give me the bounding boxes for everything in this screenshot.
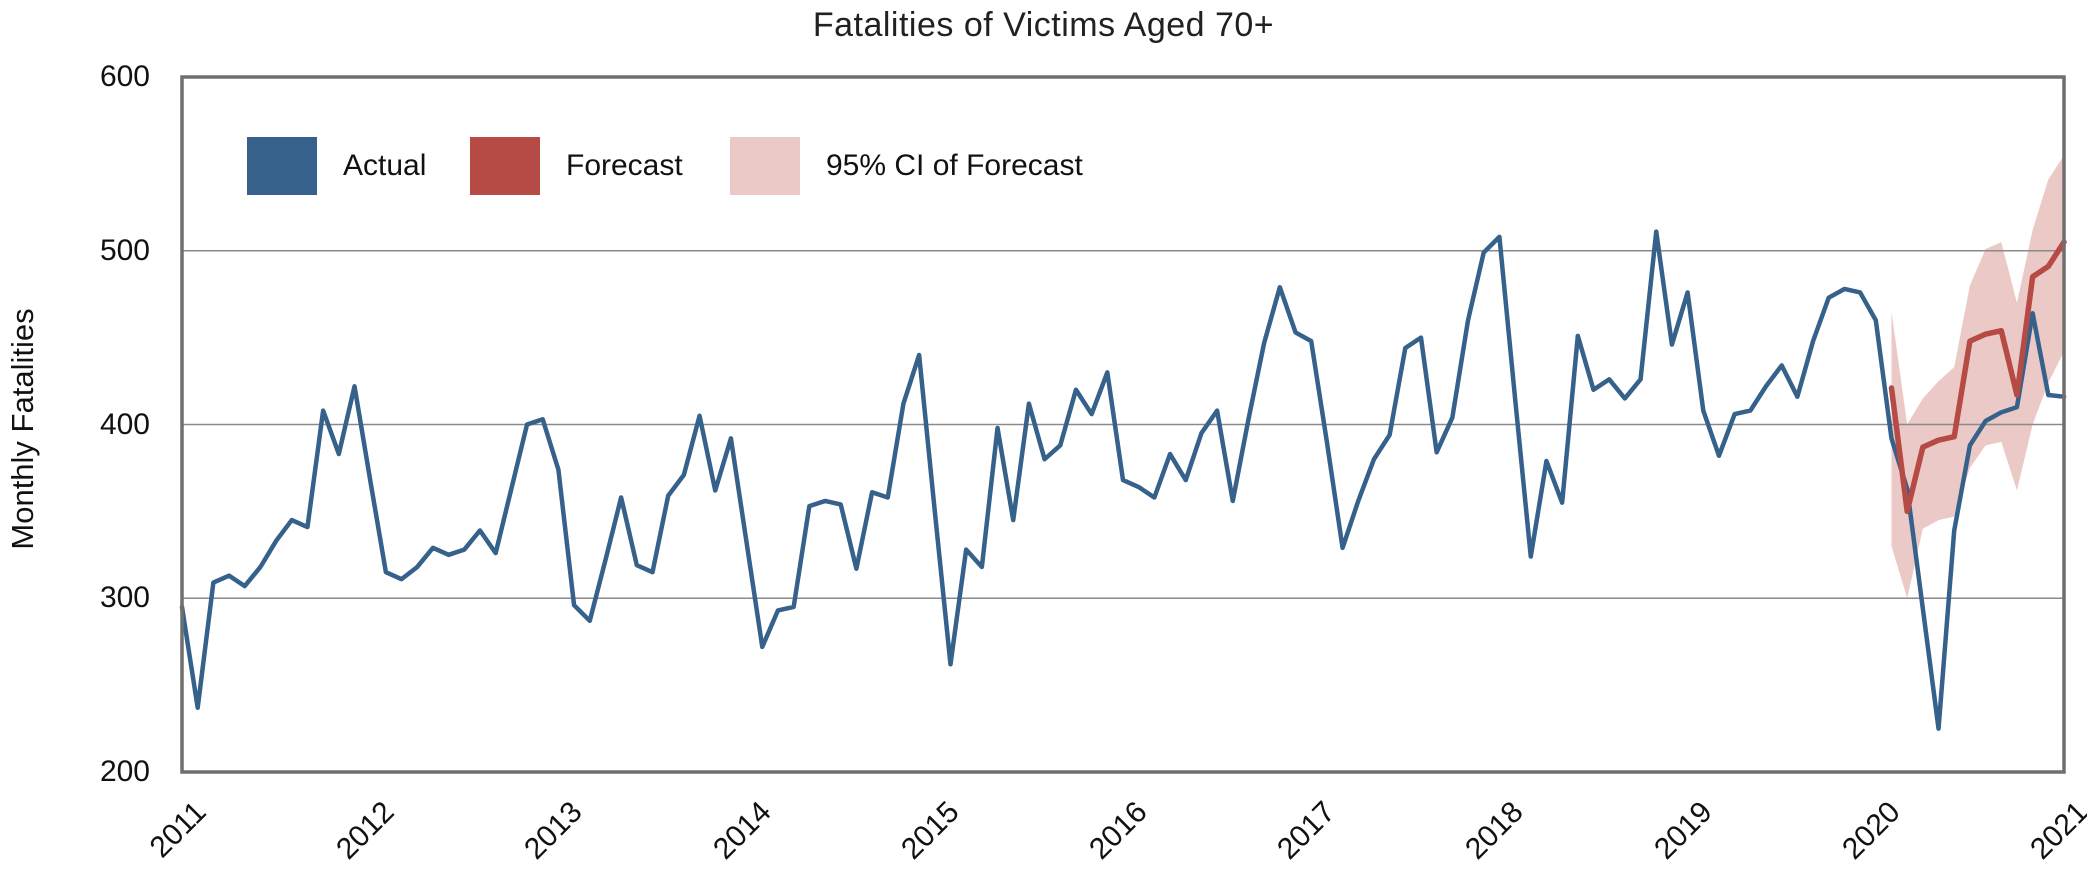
plot-frame [180,75,2066,774]
chart-title: Fatalities of Victims Aged 70+ [812,6,1275,44]
legend-label-actual: Actual [343,149,427,182]
legend-swatch-forecast [470,137,540,195]
y-tick-600: 600 [99,60,150,93]
y-tick-300: 300 [99,581,150,615]
forecast-line [1888,239,2067,515]
y-tick-400: 400 [99,407,150,441]
legend-swatch-actual [247,137,317,195]
y-tick-500: 500 [99,233,150,267]
legend-label-forecast: Forecast [566,149,683,182]
y-tick-200: 200 [99,755,150,788]
legend-swatch-ci [730,137,800,195]
ci-band [1891,155,2064,599]
actual-line [179,229,2067,731]
legend-label-ci: 95% CI of Forecast [826,149,1083,182]
